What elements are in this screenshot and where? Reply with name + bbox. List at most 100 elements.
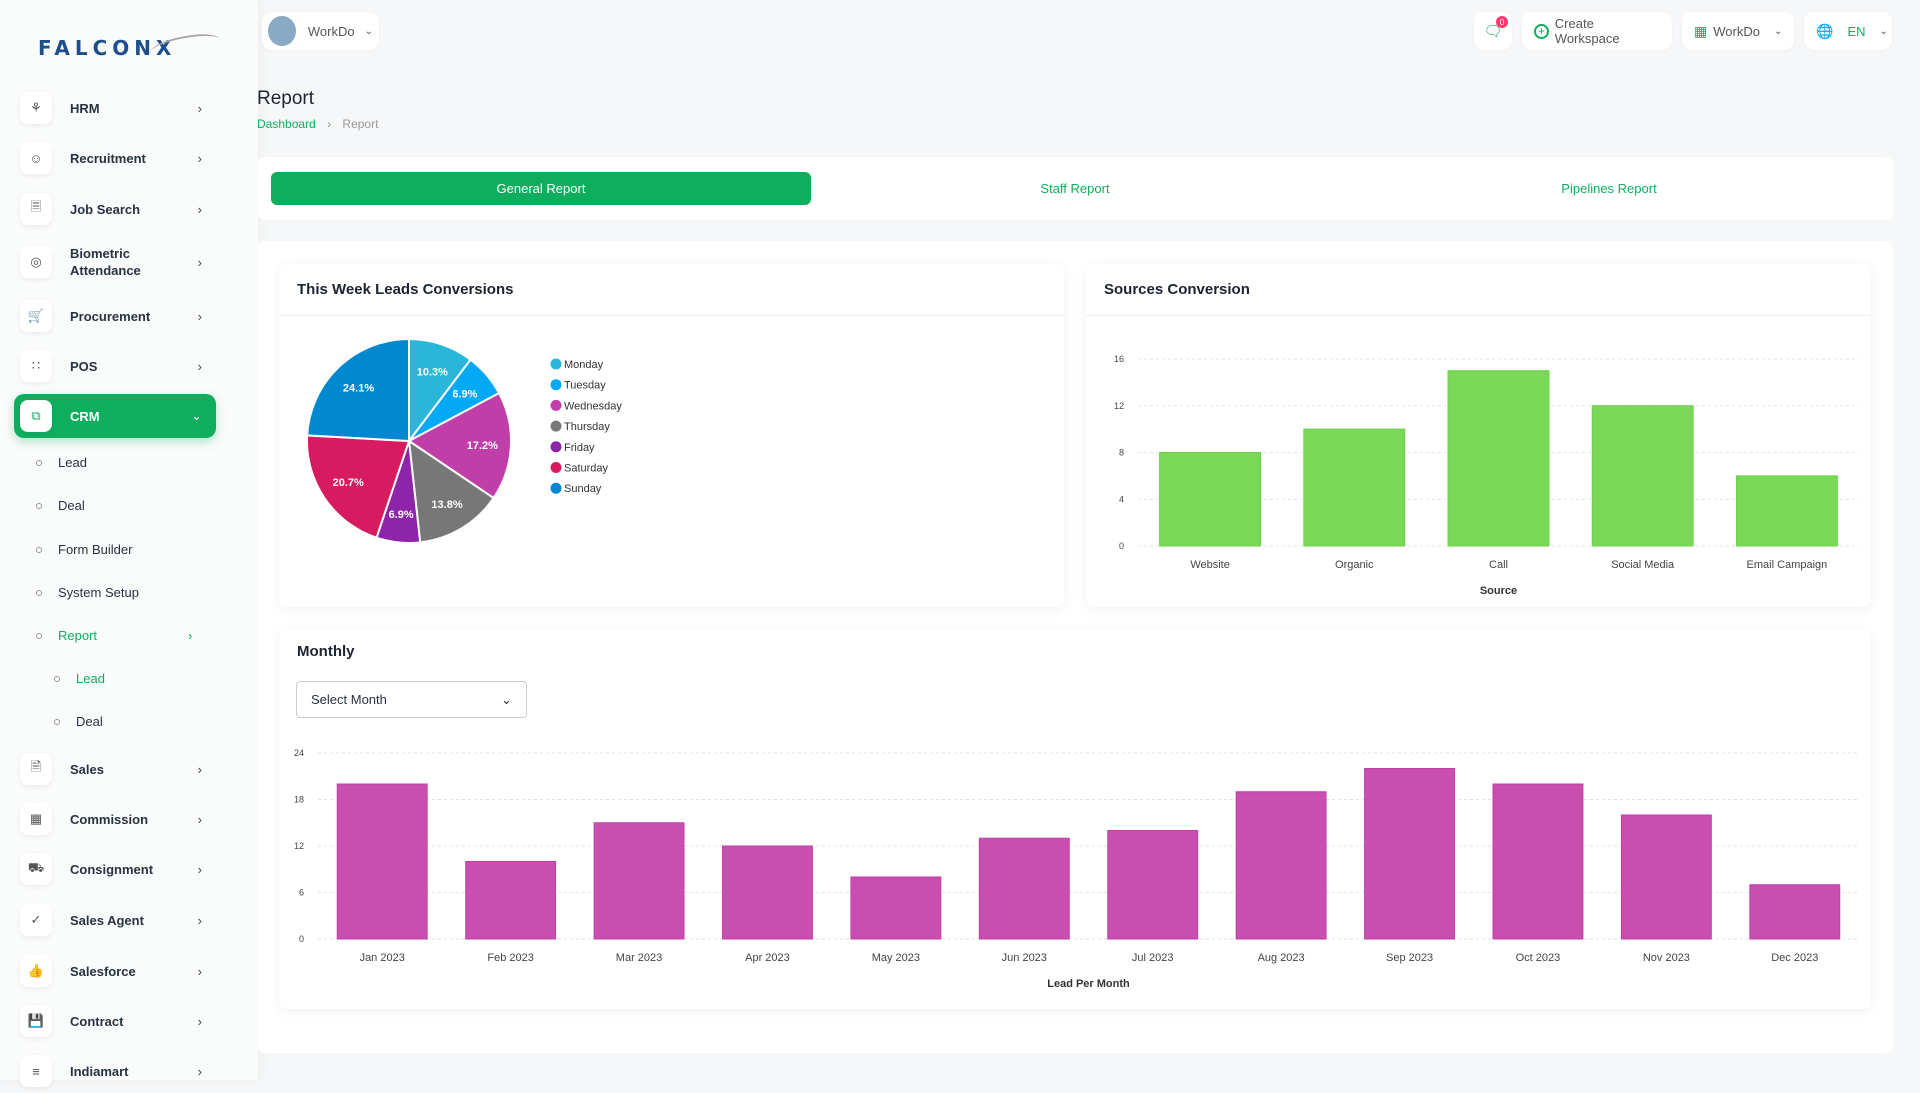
hrm-icon: ⚘ [20,92,52,124]
tab-staff-report[interactable]: Staff Report [1040,181,1110,196]
sidebar-item-label: Biometric Attendance [70,246,141,278]
sidebar-item-pos[interactable]: ∷ POS › [14,344,216,388]
bar-may-2023 [850,876,942,940]
x-tick-label: Sep 2023 [1386,952,1433,964]
bar-feb-2023 [465,861,557,940]
messages-button[interactable]: 🗨 0 [1474,12,1512,50]
x-tick-label: Apr 2023 [745,952,790,964]
report-tabs: General Report Staff Report Pipelines Re… [257,157,1893,220]
card-title: This Week Leads Conversions [279,264,1064,316]
bar-apr-2023 [722,845,813,940]
sidebar-item-label: Contract [70,1013,124,1029]
report-content: This Week Leads Conversions 10.3% Monday 6… [257,241,1893,1053]
sidebar-item-job-search[interactable]: 🗏 Job Search › [14,187,216,231]
report-sub-lead[interactable]: Lead [54,671,105,686]
legend-marker [550,358,562,370]
sub-label: Report [58,628,98,643]
sidebar-item-label: Job Search [70,201,141,217]
tab-general-report[interactable]: General Report [271,172,811,205]
x-tick-label: Nov 2023 [1643,952,1690,964]
leads-conversion-card: This Week Leads Conversions 10.3% Monday 6… [279,264,1064,607]
x-tick-label: Oct 2023 [1516,952,1561,964]
breadcrumb-report: Report [342,117,379,131]
chevron-right-icon: › [197,254,202,270]
legend-label: Thursday [564,421,610,433]
sidebar-item-label: Consignment [70,861,154,877]
sidebar-item-label: Sales Agent [70,912,144,928]
sidebar-item-indiamart[interactable]: ≡ Indiamart › [14,1049,216,1093]
sidebar-item-procurement[interactable]: 🛒 Procurement › [14,294,216,338]
file-search-icon: 🗏 [20,193,52,225]
workspace-menu[interactable]: ▦ WorkDo ⌄ [1682,12,1794,50]
sidebar-item-sales-agent[interactable]: ✓ Sales Agent › [14,898,216,942]
sub-label: Lead [58,455,87,470]
language-selector[interactable]: 🌐 EN ⌄ [1804,12,1892,50]
calculator-icon: ▦ [20,803,52,835]
sidebar-item-label: Salesforce [70,963,136,979]
crm-sub-report[interactable]: Report › [36,628,192,643]
crm-sub-system-setup[interactable]: System Setup [36,585,139,600]
x-tick-label: Jan 2023 [360,952,405,964]
workspace-menu-label: WorkDo [1713,23,1760,39]
x-tick-label: Mar 2023 [616,952,662,964]
sidebar-item-sales[interactable]: 🗎 Sales › [14,747,216,791]
brand-logo[interactable]: FALCONX [38,36,177,60]
sidebar-item-salesforce[interactable]: 👍 Salesforce › [14,949,216,993]
chevron-right-icon: › [197,811,202,827]
globe-icon: 🌐 [1816,22,1834,39]
chevron-right-icon: › [197,861,202,877]
chevron-right-icon: › [197,150,202,166]
y-tick-label: 8 [1119,448,1124,458]
bullet-icon [36,546,42,553]
x-tick-label: Website [1190,559,1230,571]
sidebar: FALCONX ⚘ HRM › ☺ Recruitment › 🗏 Job Search › ◎ B… [0,0,258,1087]
sidebar-item-label: Sales [70,761,104,777]
y-tick-label: 6 [299,888,304,898]
y-tick-label: 0 [1119,541,1124,551]
page-title: Report [257,88,315,109]
report-sub-deal[interactable]: Deal [54,714,103,729]
sidebar-item-recruitment[interactable]: ☺ Recruitment › [14,136,216,180]
sidebar-item-crm[interactable]: ⧉ CRM ⌄ [14,394,216,438]
pie-slice-saturday [306,434,411,539]
bullet-icon [54,675,60,682]
chat-icon: 🗨 [1483,23,1503,40]
sidebar-item-label: HRM [70,100,100,116]
legend-marker [550,399,562,411]
tab-pipelines-report[interactable]: Pipelines Report [1561,181,1657,196]
y-tick-label: 4 [1119,494,1124,504]
x-tick-label: Dec 2023 [1771,952,1818,964]
bullet-icon [36,632,42,639]
chevron-right-icon: › [188,628,193,643]
x-tick-label: Jun 2023 [1002,952,1047,964]
card-title: Monthly [297,643,355,660]
sidebar-item-biometric-attendance[interactable]: ◎ Biometric Attendance › [14,240,216,284]
select-month-value: Select Month [311,692,387,707]
pie-slice-sunday [306,337,410,443]
workspace-switcher[interactable]: WorkDo ⌄ [262,12,379,50]
crm-sub-deal[interactable]: Deal [36,498,85,513]
bar-organic [1303,428,1406,547]
sidebar-item-consignment[interactable]: ⛟ Consignment › [14,847,216,891]
fingerprint-icon: ◎ [20,246,52,278]
bar-jul-2023 [1107,830,1199,940]
pie-slice-wednesday [407,391,512,500]
pie-label: 10.3% [417,366,448,378]
pie-label: 6.9% [452,388,477,400]
sidebar-item-contract[interactable]: 💾 Contract › [14,999,216,1043]
breadcrumb-dashboard[interactable]: Dashboard [257,117,316,131]
y-tick-label: 12 [294,841,304,851]
sidebar-item-hrm[interactable]: ⚘ HRM › [14,86,216,130]
sidebar-item-label: Commission [70,811,149,827]
crm-sub-lead[interactable]: Lead [36,455,87,470]
select-month-dropdown[interactable]: Select Month ⌄ [296,681,527,718]
create-workspace-button[interactable]: + Create Workspace [1522,12,1672,50]
file-icon: 🗎 [20,753,52,785]
crm-sub-form-builder[interactable]: Form Builder [36,542,132,557]
sidebar-item-commission[interactable]: ▦ Commission › [14,797,216,841]
chevron-down-icon: ⌄ [1879,25,1888,37]
bullet-icon [54,718,60,725]
legend-label: Monday [564,359,604,371]
chevron-right-icon: › [197,201,202,217]
sidebar-item-label: Indiamart [70,1063,129,1079]
